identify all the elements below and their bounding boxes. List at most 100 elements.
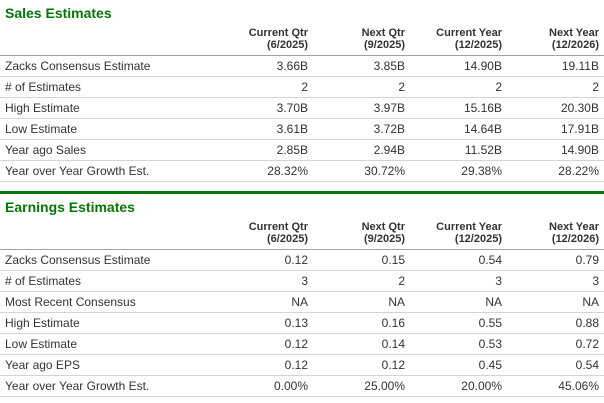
cell-value: 15.16B [410, 97, 507, 119]
cell-value: 28.32% [216, 160, 313, 182]
sales-header-current-year: Current Year (12/2025) [410, 25, 507, 56]
column-header-line2: (6/2025) [267, 233, 308, 245]
column-header-line2: (12/2026) [551, 39, 599, 51]
cell-value: 19.11B [507, 55, 604, 77]
row-label: Zacks Consensus Estimate [0, 55, 216, 77]
row-label: Zacks Consensus Estimate [0, 249, 216, 271]
cell-value: 3.72B [313, 118, 410, 140]
column-header-line2: (12/2025) [454, 39, 502, 51]
cell-value: 0.14 [313, 333, 410, 355]
sales-estimates-section: Sales Estimates Current Qtr (6/2025) Nex… [0, 0, 604, 182]
column-header-line1: Next Qtr [361, 27, 405, 39]
cell-value: 20.00% [410, 375, 507, 397]
cell-value: 2 [410, 76, 507, 98]
cell-value: 0.13 [216, 312, 313, 334]
earnings-header-current-qtr: Current Qtr (6/2025) [216, 219, 313, 250]
sales-section-title: Sales Estimates [5, 5, 112, 21]
sales-header-current-qtr: Current Qtr (6/2025) [216, 25, 313, 56]
cell-value: 25.00% [313, 375, 410, 397]
cell-value: 11.52B [410, 139, 507, 161]
cell-value: 0.12 [216, 333, 313, 355]
sales-header-next-qtr: Next Qtr (9/2025) [313, 25, 410, 56]
row-label: Year ago EPS [0, 354, 216, 376]
row-label: # of Estimates [0, 76, 216, 98]
column-header-line1: Next Year [549, 27, 599, 39]
column-header-line1: Next Qtr [361, 221, 405, 233]
row-label: Most Recent Consensus [0, 291, 216, 313]
cell-value: 2 [216, 76, 313, 98]
cell-value: 45.06% [507, 375, 604, 397]
earnings-header-next-year: Next Year (12/2026) [507, 219, 604, 250]
table-row: Year ago EPS 0.12 0.12 0.45 0.54 [0, 354, 604, 376]
table-row: Zacks Consensus Estimate 0.12 0.15 0.54 … [0, 249, 604, 271]
sales-header-next-year: Next Year (12/2026) [507, 25, 604, 56]
cell-value: 14.64B [410, 118, 507, 140]
cell-value: 3.97B [313, 97, 410, 119]
cell-value: 2 [313, 270, 410, 292]
table-row: Low Estimate 0.12 0.14 0.53 0.72 [0, 333, 604, 355]
cell-value: 14.90B [410, 55, 507, 77]
cell-value: 0.79 [507, 249, 604, 271]
row-label: # of Estimates [0, 270, 216, 292]
cell-value: 30.72% [313, 160, 410, 182]
cell-value: NA [313, 291, 410, 313]
earnings-header-next-qtr: Next Qtr (9/2025) [313, 219, 410, 250]
column-header-line2: (9/2025) [364, 39, 405, 51]
column-header-line1: Next Year [549, 221, 599, 233]
cell-value: 20.30B [507, 97, 604, 119]
cell-value: 3.61B [216, 118, 313, 140]
row-label: High Estimate [0, 97, 216, 119]
cell-value: 3 [410, 270, 507, 292]
column-header-line1: Current Year [436, 27, 502, 39]
cell-value: 2.85B [216, 139, 313, 161]
cell-value: NA [507, 291, 604, 313]
cell-value: 2 [507, 76, 604, 98]
sales-header-blank [0, 25, 216, 56]
section-divider [0, 191, 604, 194]
cell-value: 2 [313, 76, 410, 98]
cell-value: 0.12 [216, 354, 313, 376]
cell-value: 0.88 [507, 312, 604, 334]
cell-value: 3.70B [216, 97, 313, 119]
sales-header-row: Current Qtr (6/2025) Next Qtr (9/2025) C… [0, 25, 604, 56]
cell-value: 3.85B [313, 55, 410, 77]
table-row: # of Estimates 3 2 3 3 [0, 270, 604, 292]
cell-value: 3 [216, 270, 313, 292]
column-header-line1: Current Year [436, 221, 502, 233]
cell-value: NA [410, 291, 507, 313]
row-label: Low Estimate [0, 118, 216, 140]
cell-value: 0.72 [507, 333, 604, 355]
cell-value: NA [216, 291, 313, 313]
column-header-line2: (12/2025) [454, 233, 502, 245]
cell-value: 0.00% [216, 375, 313, 397]
row-label: High Estimate [0, 312, 216, 334]
cell-value: 0.16 [313, 312, 410, 334]
column-header-line1: Current Qtr [248, 27, 308, 39]
cell-value: 0.15 [313, 249, 410, 271]
table-row: Year over Year Growth Est. 28.32% 30.72%… [0, 160, 604, 182]
column-header-line2: (6/2025) [267, 39, 308, 51]
cell-value: 0.54 [410, 249, 507, 271]
row-label: Year ago Sales [0, 139, 216, 161]
cell-value: 2.94B [313, 139, 410, 161]
earnings-estimates-table: Current Qtr (6/2025) Next Qtr (9/2025) C… [0, 219, 604, 397]
cell-value: 0.12 [313, 354, 410, 376]
earnings-section-title: Earnings Estimates [5, 199, 135, 215]
table-row: Zacks Consensus Estimate 3.66B 3.85B 14.… [0, 55, 604, 77]
cell-value: 29.38% [410, 160, 507, 182]
table-row: Most Recent Consensus NA NA NA NA [0, 291, 604, 313]
row-label: Low Estimate [0, 333, 216, 355]
sales-estimates-table: Current Qtr (6/2025) Next Qtr (9/2025) C… [0, 25, 604, 182]
cell-value: 0.45 [410, 354, 507, 376]
cell-value: 0.53 [410, 333, 507, 355]
column-header-line1: Current Qtr [248, 221, 308, 233]
earnings-header-row: Current Qtr (6/2025) Next Qtr (9/2025) C… [0, 219, 604, 250]
table-row: High Estimate 3.70B 3.97B 15.16B 20.30B [0, 97, 604, 119]
cell-value: 0.54 [507, 354, 604, 376]
earnings-header-blank [0, 219, 216, 250]
column-header-line2: (12/2026) [551, 233, 599, 245]
cell-value: 3 [507, 270, 604, 292]
table-row: Year over Year Growth Est. 0.00% 25.00% … [0, 375, 604, 397]
earnings-estimates-section: Earnings Estimates Current Qtr (6/2025) … [0, 194, 604, 397]
cell-value: 17.91B [507, 118, 604, 140]
